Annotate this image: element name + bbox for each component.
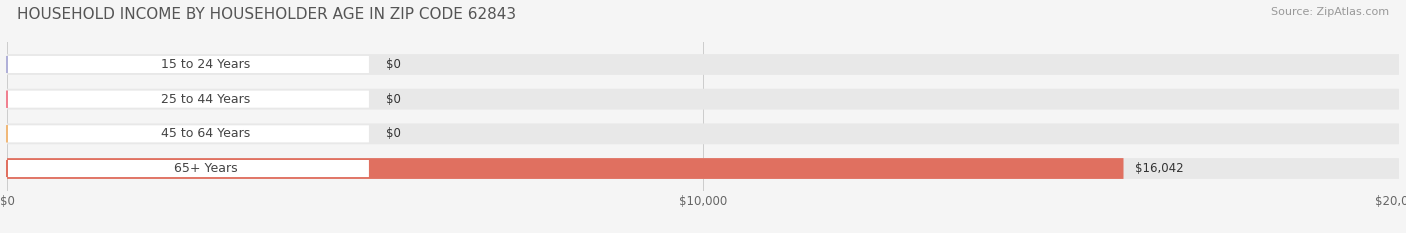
- Text: 25 to 44 Years: 25 to 44 Years: [162, 93, 250, 106]
- FancyBboxPatch shape: [7, 54, 1399, 75]
- Text: $0: $0: [385, 58, 401, 71]
- FancyBboxPatch shape: [7, 125, 368, 142]
- Text: $16,042: $16,042: [1135, 162, 1184, 175]
- FancyBboxPatch shape: [7, 56, 368, 73]
- Text: $0: $0: [385, 127, 401, 140]
- Text: HOUSEHOLD INCOME BY HOUSEHOLDER AGE IN ZIP CODE 62843: HOUSEHOLD INCOME BY HOUSEHOLDER AGE IN Z…: [17, 7, 516, 22]
- FancyBboxPatch shape: [7, 89, 1399, 110]
- Text: $0: $0: [385, 93, 401, 106]
- FancyBboxPatch shape: [7, 158, 1399, 179]
- Text: 45 to 64 Years: 45 to 64 Years: [162, 127, 250, 140]
- FancyBboxPatch shape: [7, 91, 368, 108]
- FancyBboxPatch shape: [7, 158, 1123, 179]
- Text: 15 to 24 Years: 15 to 24 Years: [162, 58, 250, 71]
- Text: 65+ Years: 65+ Years: [174, 162, 238, 175]
- FancyBboxPatch shape: [7, 160, 368, 177]
- Text: Source: ZipAtlas.com: Source: ZipAtlas.com: [1271, 7, 1389, 17]
- FancyBboxPatch shape: [7, 123, 1399, 144]
